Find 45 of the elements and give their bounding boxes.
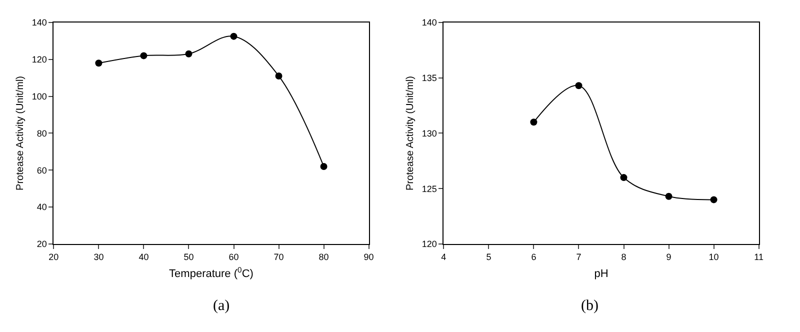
x-tick-label: 5 bbox=[486, 252, 492, 262]
y-axis-title: Protease Activity (Unit/ml) bbox=[14, 76, 26, 190]
x-tick-label: 11 bbox=[754, 252, 764, 262]
point bbox=[140, 52, 148, 60]
y-tick-label: 120 bbox=[422, 239, 437, 250]
x-tick-label: 10 bbox=[708, 252, 719, 262]
text: (b) bbox=[581, 298, 598, 314]
y-tick-label: 120 bbox=[32, 54, 47, 65]
x-tick-label: 30 bbox=[94, 252, 104, 262]
x-axis-title: pH bbox=[594, 268, 608, 280]
x-tick-label: 20 bbox=[48, 252, 59, 262]
point bbox=[575, 82, 582, 90]
point bbox=[710, 196, 718, 204]
point bbox=[185, 50, 192, 58]
x-tick-label: 50 bbox=[184, 252, 194, 262]
x-tick-label: 6 bbox=[531, 252, 536, 262]
x-tick-label: 80 bbox=[318, 252, 329, 262]
x-tick-label: 40 bbox=[138, 252, 149, 262]
point bbox=[530, 118, 538, 126]
point bbox=[320, 162, 328, 170]
point bbox=[230, 32, 238, 40]
y-tick-label: 140 bbox=[422, 18, 437, 28]
x-tick-label: 70 bbox=[274, 252, 284, 262]
x-tick-label: 9 bbox=[666, 252, 672, 262]
y-tick-label: 125 bbox=[422, 184, 437, 194]
x-tick-label: 7 bbox=[576, 252, 582, 262]
y-tick-label: 80 bbox=[36, 128, 47, 138]
point bbox=[665, 192, 672, 200]
x-tick-label: 60 bbox=[228, 252, 239, 262]
y-tick-label: 100 bbox=[32, 91, 47, 102]
y-tick-label: 60 bbox=[36, 165, 47, 176]
point bbox=[95, 60, 102, 67]
y-tick-label: 130 bbox=[422, 128, 437, 138]
y-tick-label: 20 bbox=[36, 239, 47, 250]
text: (a) bbox=[213, 298, 230, 314]
y-tick-label: 40 bbox=[36, 202, 47, 212]
y-tick-label: 140 bbox=[32, 18, 47, 28]
x-axis-title: Temperature ($^{0}$C) bbox=[169, 265, 254, 280]
point bbox=[620, 174, 628, 182]
x-tick-label: 90 bbox=[364, 252, 374, 262]
y-axis-title: Protease Activity (Unit/ml) bbox=[404, 76, 416, 190]
point bbox=[275, 72, 282, 80]
x-tick-label: 8 bbox=[621, 252, 626, 262]
x-tick-label: 4 bbox=[441, 252, 446, 262]
y-tick-label: 135 bbox=[422, 73, 437, 84]
